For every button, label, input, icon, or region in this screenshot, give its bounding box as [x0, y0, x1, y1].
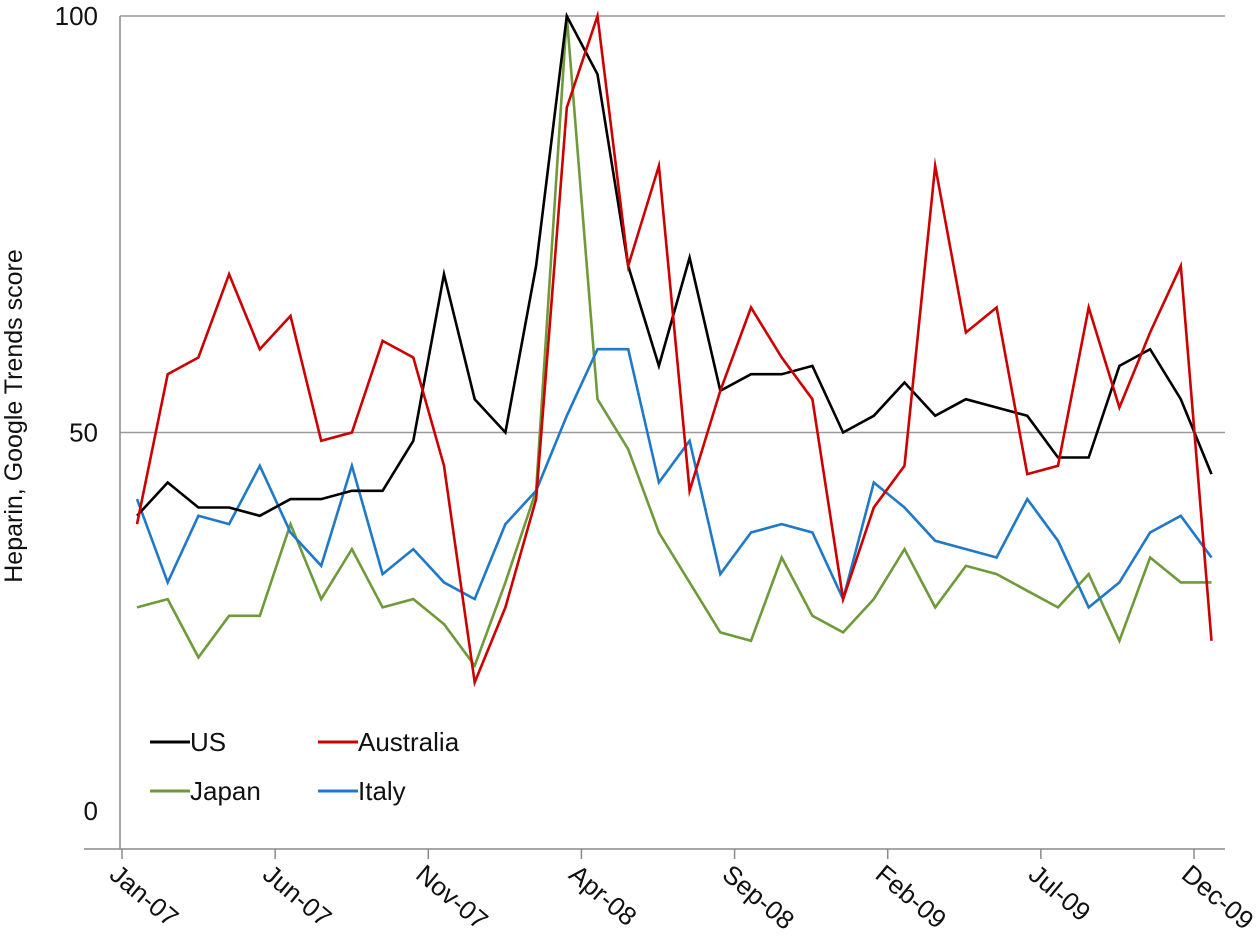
series-line-japan — [136, 15, 1212, 669]
legend-label-italy: Italy — [358, 776, 406, 806]
y-tick-label: 50 — [69, 417, 98, 447]
series-line-australia — [135, 10, 1213, 688]
legend-label-australia: Australia — [358, 727, 460, 757]
x-tick-label: Apr-08 — [564, 859, 643, 932]
y-tick-label: 100 — [55, 1, 98, 31]
y-axis-label: Heparin, Google Trends score — [0, 249, 28, 583]
grid-lines — [120, 15, 1225, 434]
axes — [84, 16, 1225, 850]
x-axis-ticks: Jan-07 Jun-07 Nov-07 Apr-08 Sep-08 Feb-09 Jul-… — [104, 849, 1256, 935]
series-line-us — [136, 11, 1213, 518]
legend-label-japan: Japan — [190, 776, 261, 806]
y-axis-ticks: 0 50 100 — [55, 1, 98, 826]
x-tick-label: Jun-07 — [257, 859, 337, 933]
x-tick-label: Nov-07 — [410, 859, 493, 936]
x-tick-label: Feb-09 — [870, 859, 952, 935]
legend: US Australia Japan Italy — [150, 727, 460, 806]
legend-label-us: US — [190, 727, 226, 757]
y-tick-label: 0 — [84, 796, 98, 826]
series-line-italy — [135, 347, 1213, 610]
x-tick-label: Jan-07 — [104, 859, 184, 933]
series-lines — [135, 10, 1213, 688]
x-tick-label: Sep-08 — [717, 859, 801, 936]
x-tick-label: Jul-09 — [1023, 859, 1097, 928]
x-tick-label: Dec-09 — [1176, 859, 1256, 936]
